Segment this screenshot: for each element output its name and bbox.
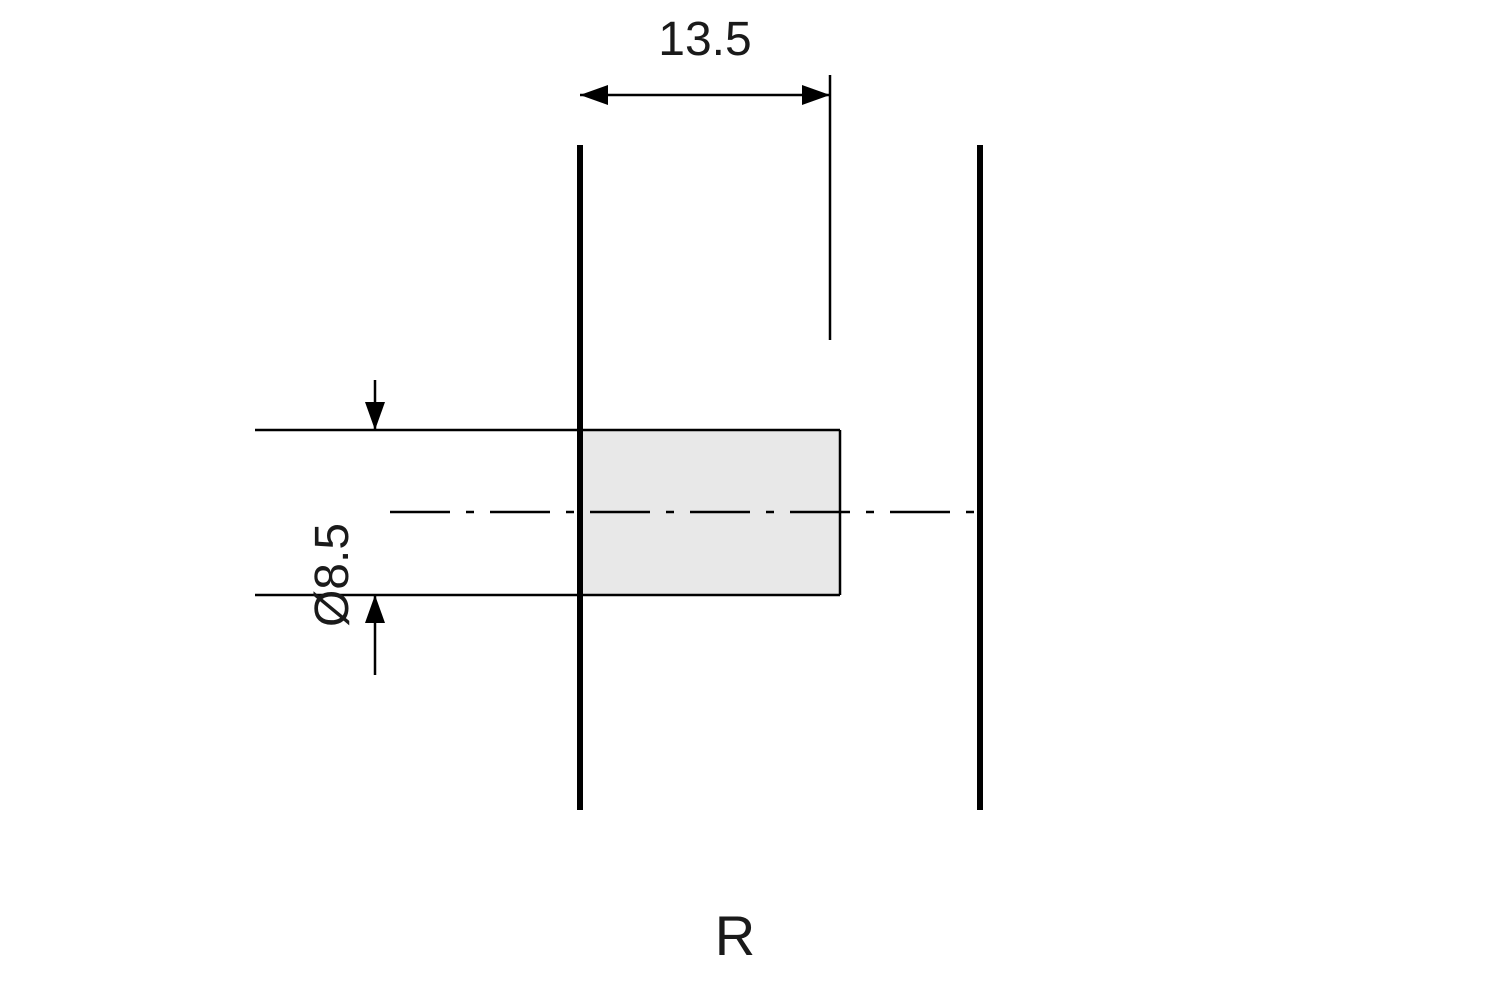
view-label: R [715,904,755,967]
engineering-drawing: 13.5 Ø8.5 R [0,0,1500,1000]
dimension-diameter-label: Ø8.5 [306,523,359,627]
dimension-width-label: 13.5 [658,13,751,66]
